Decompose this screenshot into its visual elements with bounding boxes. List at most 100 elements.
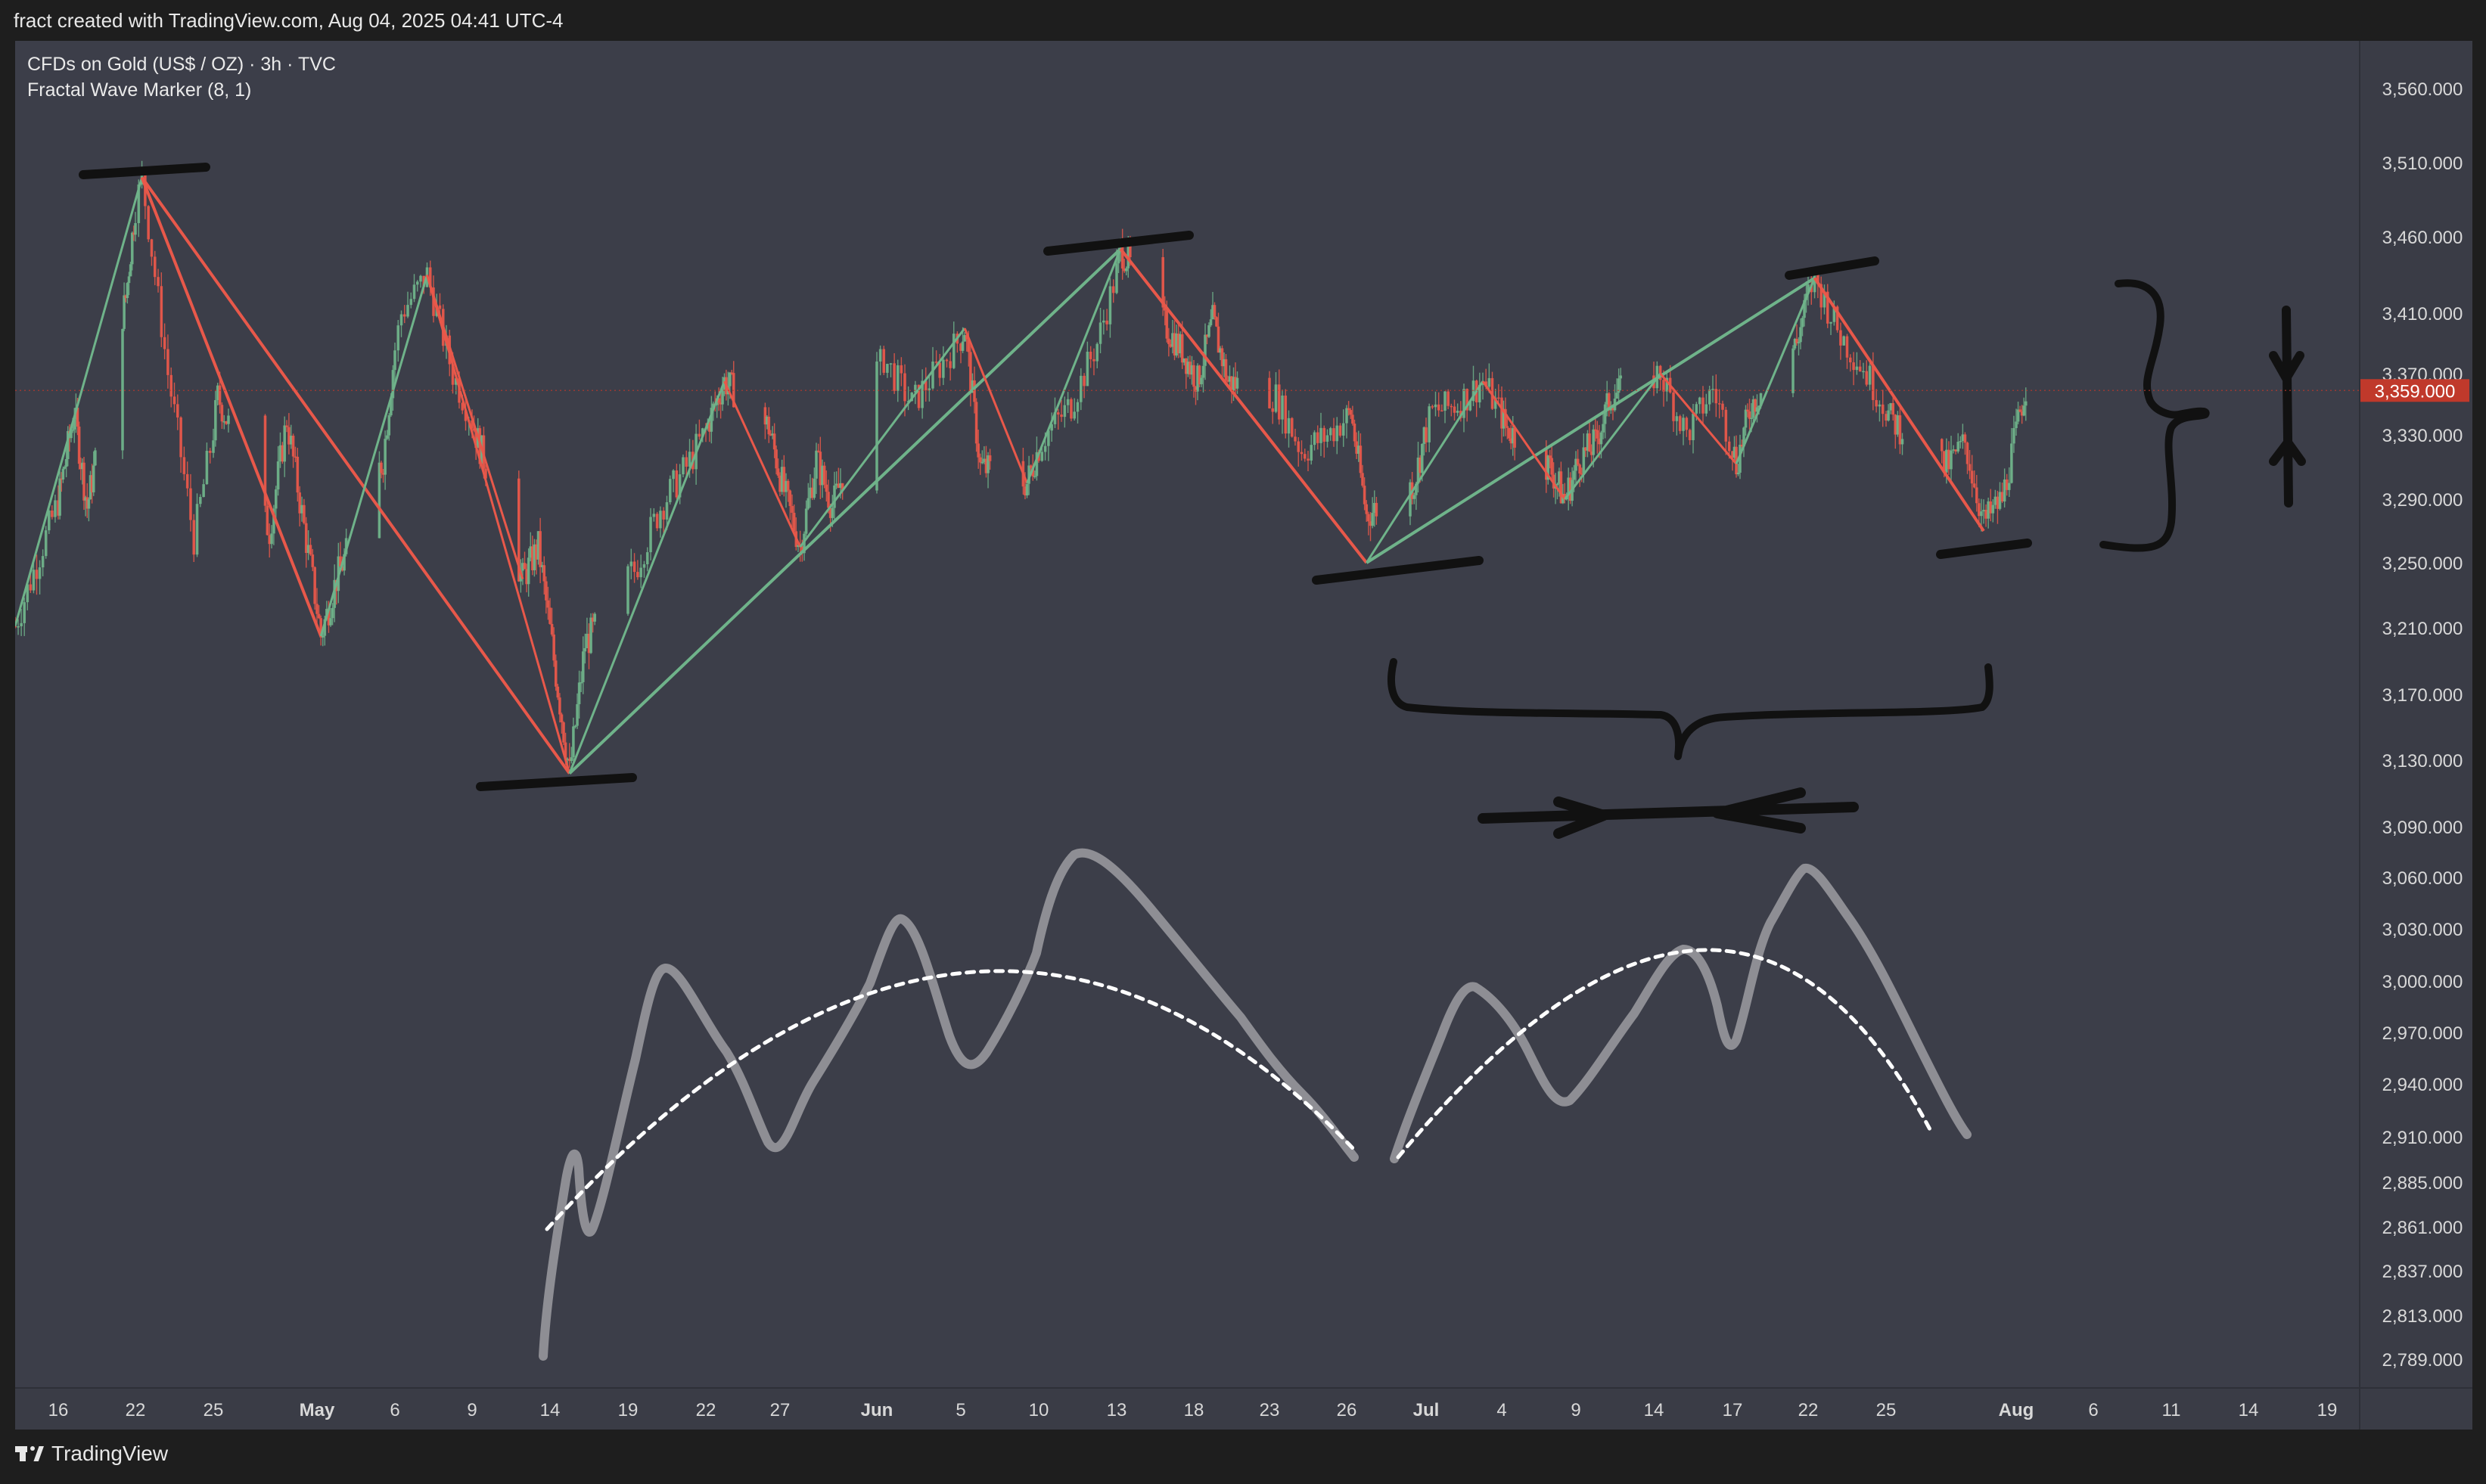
candle-body	[2022, 405, 2025, 416]
candle-body	[1363, 486, 1366, 504]
candle-body	[1367, 514, 1370, 522]
candle-body	[1497, 397, 1500, 399]
candle-body	[1232, 377, 1235, 391]
candle-body	[938, 362, 942, 378]
marker-top-2	[1043, 231, 1194, 256]
candle-body	[1801, 318, 1804, 328]
x-tick-label-14: 18	[1184, 1400, 1204, 1420]
price-axis[interactable]	[2359, 41, 2472, 1387]
candle-body	[1079, 375, 1083, 402]
candle-body	[1896, 415, 1900, 435]
candle-body	[1603, 404, 1607, 424]
y-tick-label-19: 2,861.000	[2382, 1218, 2463, 1238]
candle-body	[642, 564, 646, 568]
candle-body	[399, 314, 403, 326]
candle-body	[1972, 483, 1976, 488]
candle-body	[1035, 452, 1039, 477]
candle-body	[1349, 410, 1353, 415]
candle-body	[1025, 483, 1029, 495]
candle-body	[153, 256, 157, 278]
candle-body	[678, 474, 682, 498]
x-tick-label-1: 22	[126, 1400, 146, 1420]
candle-body	[1607, 393, 1611, 411]
candle-body	[1462, 389, 1465, 418]
dotted-arc-left	[545, 969, 1356, 1231]
candle-body	[531, 546, 534, 570]
candle-body	[2015, 421, 2018, 428]
candle-body	[1592, 429, 1595, 455]
candle-body	[176, 404, 179, 418]
candle-body	[384, 439, 387, 475]
time-axis[interactable]	[15, 1387, 2359, 1431]
candle-body	[1120, 241, 1124, 269]
candle-body	[1205, 334, 1209, 337]
y-tick-label-17: 2,910.000	[2382, 1128, 2463, 1148]
candle-body	[1598, 438, 1601, 445]
fractal-segment-7	[568, 380, 726, 775]
candle-body	[266, 505, 269, 536]
candle-body	[484, 468, 487, 479]
candle-body	[1169, 343, 1173, 347]
candle-body	[545, 581, 548, 601]
candle-body	[1578, 464, 1581, 474]
candle-body	[821, 465, 824, 486]
candle-body	[296, 456, 300, 493]
candle-body	[29, 584, 33, 591]
candle-body	[554, 660, 558, 687]
candle-body	[984, 458, 988, 473]
candle-body	[304, 523, 308, 554]
brand[interactable]: TradingView	[15, 1442, 168, 1466]
candle-body	[1701, 397, 1704, 414]
marker-top-3	[1785, 256, 1879, 280]
candle-body	[1180, 334, 1184, 363]
candle-body	[132, 232, 135, 235]
candle-body	[192, 520, 196, 555]
candle-body	[539, 531, 542, 567]
candle-body	[87, 499, 91, 509]
candle-body	[1271, 408, 1275, 412]
plot-area[interactable]	[15, 41, 2359, 1387]
candle-body	[1744, 409, 1748, 428]
x-tick-label-13: 13	[1107, 1400, 1127, 1420]
fractal-segment-11	[1026, 248, 1122, 484]
candle-body	[828, 508, 832, 518]
candle-body	[1161, 257, 1164, 308]
candle-body	[729, 372, 732, 387]
y-tick-label-22: 2,789.000	[2382, 1350, 2463, 1371]
candle-body	[1356, 446, 1360, 454]
candle-body	[1963, 434, 1967, 443]
candle-body	[827, 492, 830, 508]
candle-body	[41, 556, 45, 568]
candle-body	[1732, 446, 1736, 458]
last-price-tag[interactable]	[2360, 379, 2469, 402]
fractal-segment-1	[140, 176, 323, 637]
candle-body	[339, 556, 342, 567]
candle-body	[1412, 495, 1416, 499]
price-candles	[15, 160, 2028, 770]
candle-body	[212, 440, 215, 453]
candle-body	[1596, 430, 1599, 439]
candle-body	[1313, 432, 1316, 446]
candle-body	[1819, 284, 1823, 308]
legend-indicator[interactable]: Fractal Wave Marker (8, 1)	[27, 79, 252, 101]
candle-body	[1053, 412, 1057, 424]
candle-body	[1965, 442, 1969, 464]
candle-body	[1989, 501, 1993, 514]
candle-body	[2012, 427, 2015, 444]
x-tick-label-9: 27	[770, 1400, 791, 1420]
legend-symbol[interactable]: CFDs on Gold (US$ / OZ) · 3h · TVC	[27, 54, 336, 75]
candle-body	[1619, 375, 1623, 379]
y-tick-label-13: 3,030.000	[2382, 920, 2463, 940]
candle-body	[84, 497, 87, 501]
candle-body	[333, 579, 336, 608]
candle-body	[1748, 411, 1751, 419]
x-tick-label-11: 5	[956, 1400, 965, 1420]
candle-body	[1070, 399, 1073, 419]
candle-body	[1894, 414, 1897, 435]
candle-body	[1440, 410, 1443, 412]
candle-body	[1568, 477, 1572, 501]
fractal-segment-13	[1365, 380, 1484, 563]
candle-body	[587, 633, 591, 654]
candle-body	[1196, 365, 1199, 392]
candle-body	[202, 484, 205, 498]
